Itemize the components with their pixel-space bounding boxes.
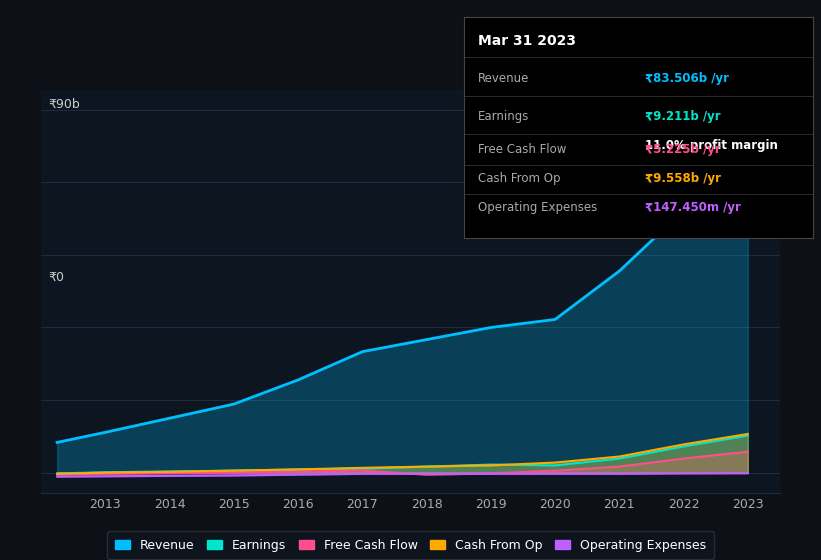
Text: Earnings: Earnings <box>478 110 530 123</box>
Text: Cash From Op: Cash From Op <box>478 172 560 185</box>
Text: 11.0% profit margin: 11.0% profit margin <box>645 138 778 152</box>
Text: Mar 31 2023: Mar 31 2023 <box>478 35 576 49</box>
Text: ₹9.558b /yr: ₹9.558b /yr <box>645 172 722 185</box>
Text: Free Cash Flow: Free Cash Flow <box>478 143 566 156</box>
Text: ₹83.506b /yr: ₹83.506b /yr <box>645 72 729 85</box>
Text: ₹147.450m /yr: ₹147.450m /yr <box>645 200 741 213</box>
Text: Revenue: Revenue <box>478 72 530 85</box>
Text: ₹9.211b /yr: ₹9.211b /yr <box>645 110 721 123</box>
Text: ₹90b: ₹90b <box>48 97 80 111</box>
Text: ₹0: ₹0 <box>48 270 64 283</box>
Text: ₹5.225b /yr: ₹5.225b /yr <box>645 143 721 156</box>
Legend: Revenue, Earnings, Free Cash Flow, Cash From Op, Operating Expenses: Revenue, Earnings, Free Cash Flow, Cash … <box>108 531 713 559</box>
Text: Operating Expenses: Operating Expenses <box>478 200 597 213</box>
